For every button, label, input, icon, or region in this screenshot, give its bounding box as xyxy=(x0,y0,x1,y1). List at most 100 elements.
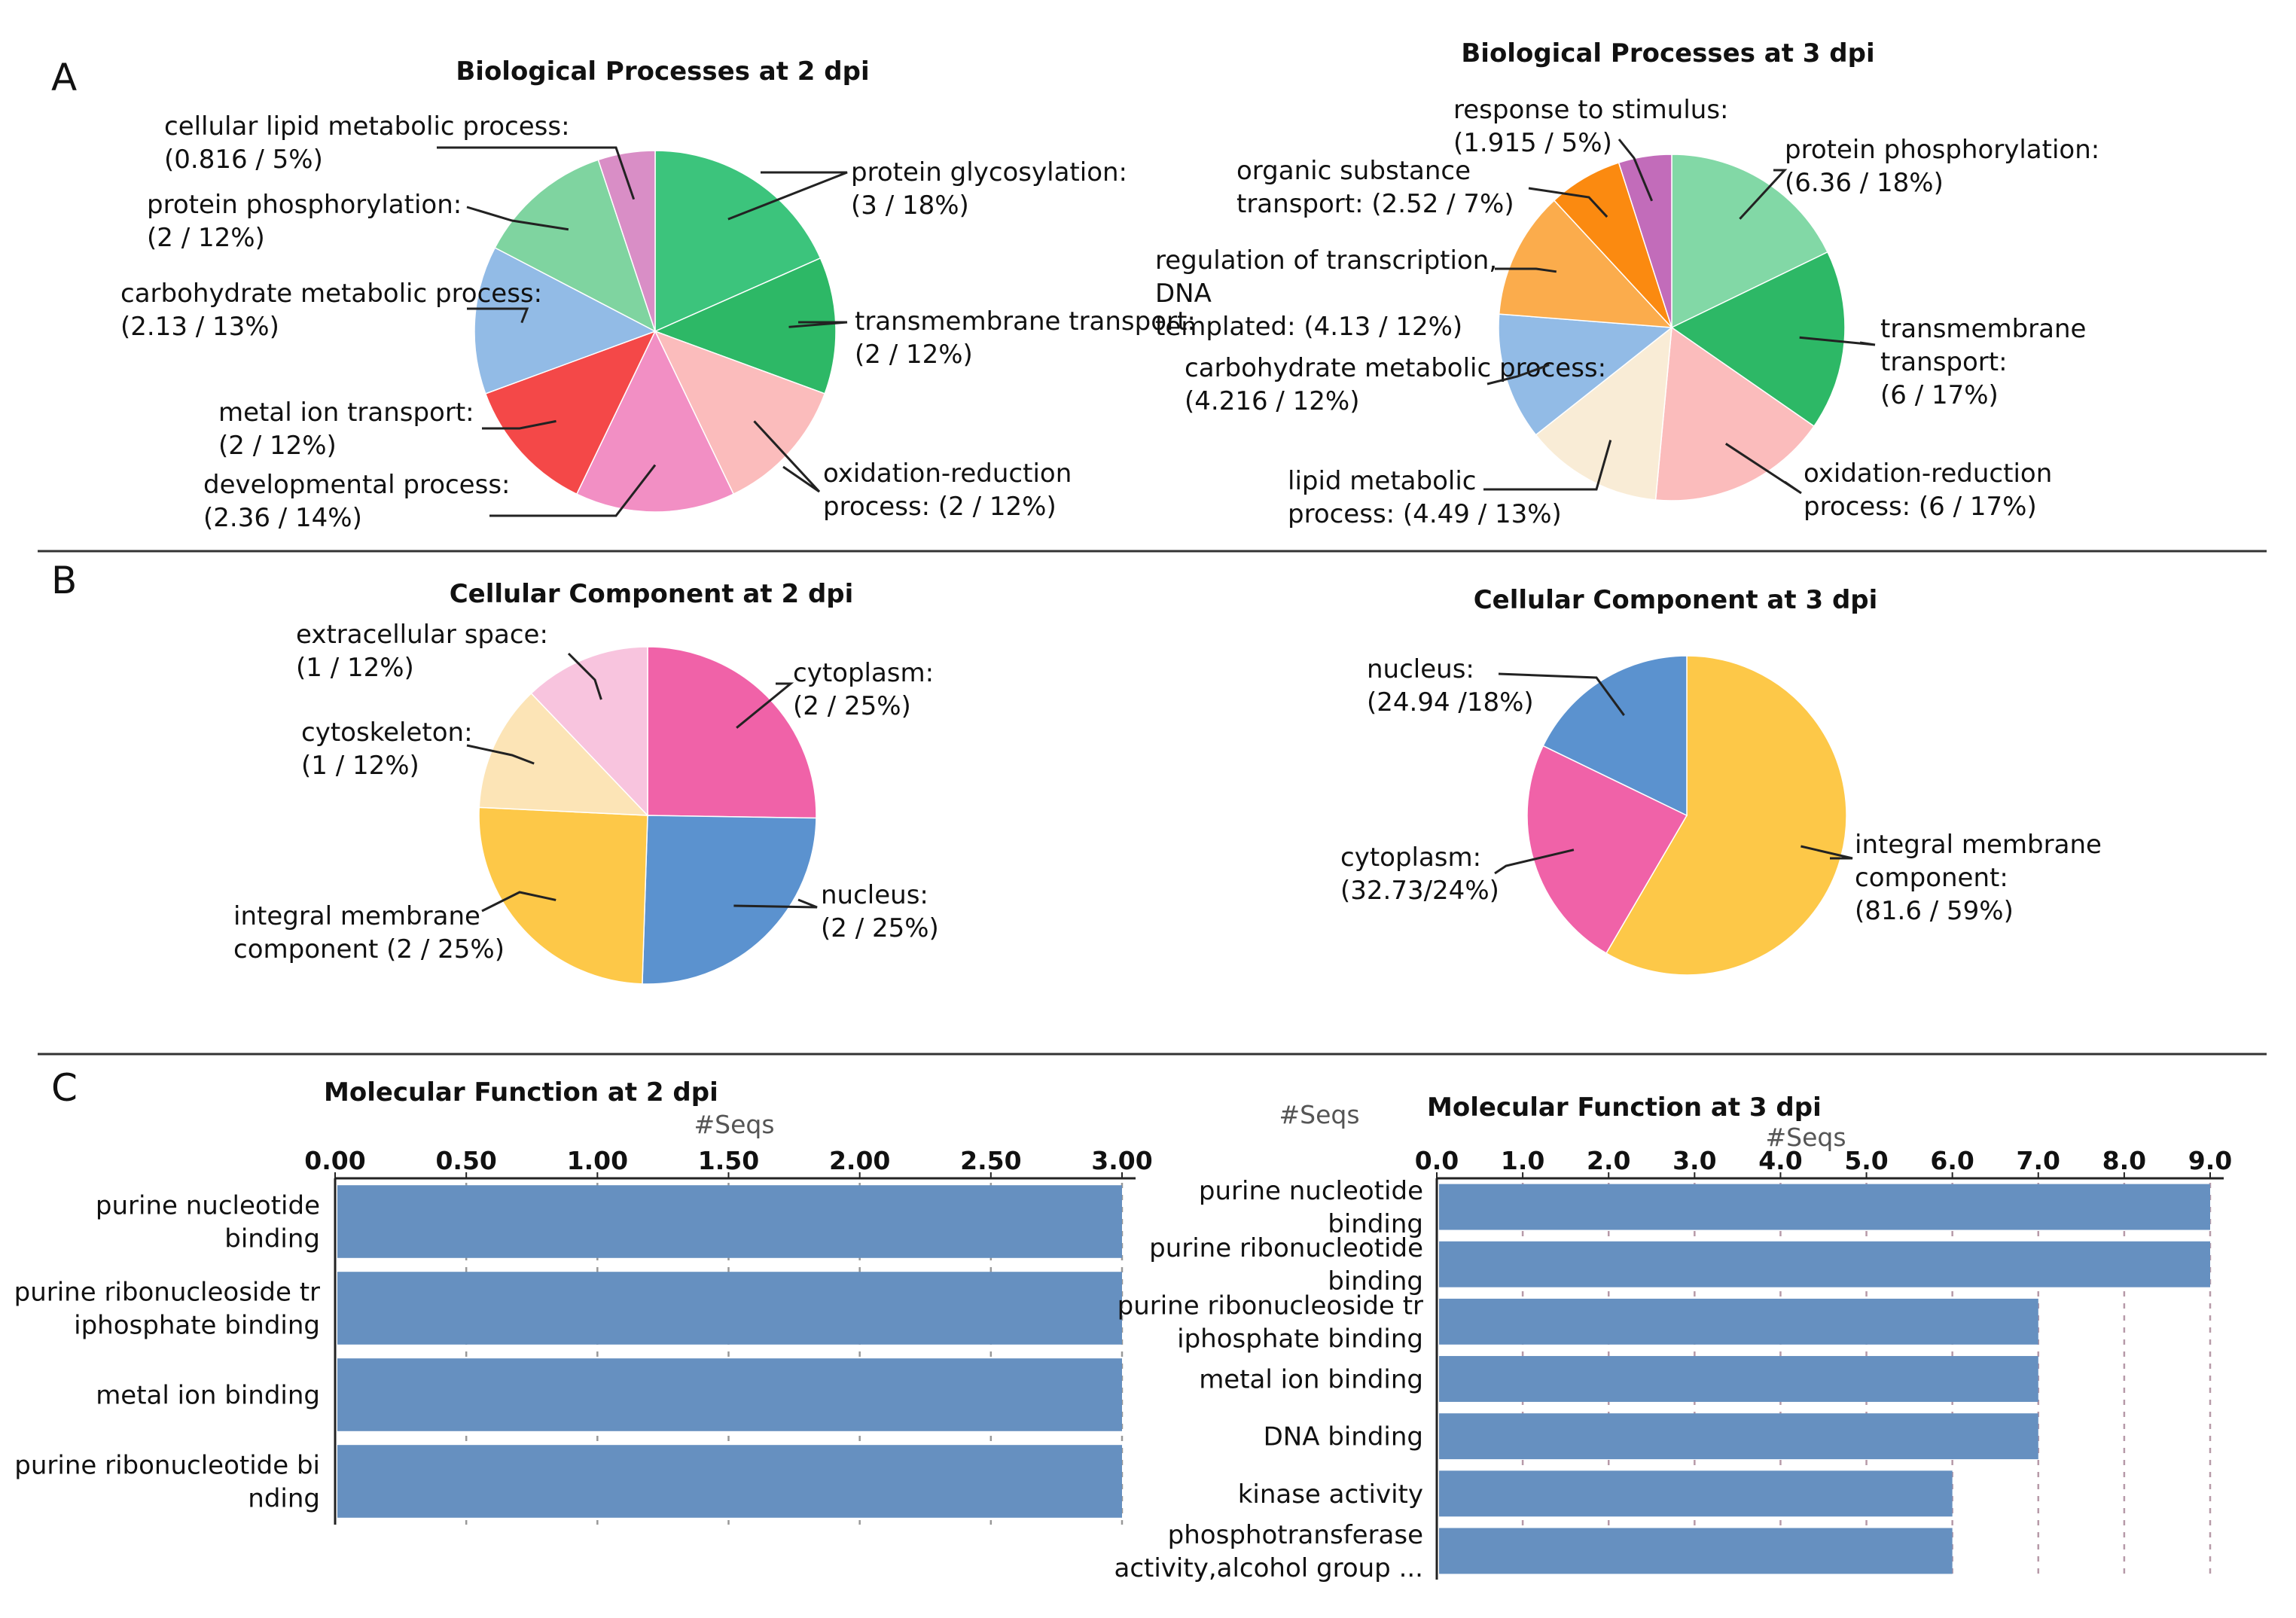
leader-line-bp3-5 xyxy=(1495,267,1557,273)
leader-line-bp2-0 xyxy=(727,171,848,221)
pie-slice-cc2-4 xyxy=(530,646,648,817)
bar-chart-mf3: 0.0 1.0 2.0 3.0 4.0 5.0 6.0 7.0 8.0 9.0 purine nuc… xyxy=(1114,1146,2233,1583)
x-tick-label-mf2-4: 2.00 xyxy=(829,1146,890,1175)
panel-letter-c: C xyxy=(51,1066,78,1110)
x-tick-label-mf3-0: 0.0 xyxy=(1415,1146,1459,1175)
bar-mf2-3 xyxy=(337,1445,1122,1518)
leader-line-cc3-0 xyxy=(1801,845,1853,860)
y-tick-label-mf3-6: phosphotransferase activity,alcohol group… xyxy=(1114,1520,1424,1583)
slice-label-bp2-7: cellular lipid metabolic process: (0.816 … xyxy=(164,111,570,175)
x-tick-label-mf2-3: 1.50 xyxy=(698,1146,759,1175)
panel-letter-b: B xyxy=(51,559,77,602)
slice-label-bp3-5: regulation of transcription, DNA templated… xyxy=(1155,245,1497,342)
slice-label-cc3-1: cytoplasm: (32.73/24%) xyxy=(1340,843,1499,906)
leader-line-cc2-3 xyxy=(466,744,535,765)
leader-line-bp2-1 xyxy=(788,321,848,328)
x-tick-label-mf3-1: 1.0 xyxy=(1501,1146,1544,1175)
leader-line-bp2-3 xyxy=(489,464,657,517)
slice-label-bp3-2: oxidation-reduction process: (6 / 17%) xyxy=(1804,459,2052,522)
y-tick-label-mf2-2: metal ion binding xyxy=(96,1381,320,1411)
leader-line-bp3-2 xyxy=(1724,443,1802,495)
pie-slice-bp3-0 xyxy=(1671,154,1829,329)
y-tick-label-mf3-4: DNA binding xyxy=(1264,1422,1423,1452)
bar-mf3-2 xyxy=(1439,1298,2038,1345)
leader-line-cc2-4 xyxy=(567,652,602,700)
x-axis-label-mf2: #Seqs xyxy=(694,1110,774,1139)
pie-slice-bp2-0 xyxy=(654,150,822,333)
slice-label-bp3-6: organic substance transport: (2.52 / 7%) xyxy=(1236,156,1514,219)
chart-title-mf2: Molecular Function at 2 dpi xyxy=(324,1077,718,1108)
bar-mf3-1 xyxy=(1439,1241,2210,1287)
bar-mf3-6 xyxy=(1439,1528,1953,1574)
y-tick-label-mf2-1: purine ribonucleoside tr iphosphate bindi… xyxy=(14,1278,320,1341)
slice-label-cc3-0: integral membrane component: (81.6 / 59%) xyxy=(1855,830,2102,926)
pie-slice-bp2-5 xyxy=(474,246,657,395)
y-tick-label-mf3-1: purine ribonucleotide binding xyxy=(1149,1233,1423,1297)
x-tick-label-mf2-0: 0.00 xyxy=(304,1146,365,1175)
leader-line-cc3-2 xyxy=(1498,672,1625,716)
slice-label-cc2-2: integral membrane component (2 / 25%) xyxy=(233,901,505,964)
x-tick-label-mf3-9: 9.0 xyxy=(2188,1146,2232,1175)
slice-label-cc2-3: cytoskeleton: (1 / 12%) xyxy=(301,718,473,781)
x-tick-label-mf3-5: 5.0 xyxy=(1844,1146,1888,1175)
extra-axis-label-mf3: #Seqs xyxy=(1279,1100,1359,1129)
bar-mf2-1 xyxy=(337,1272,1122,1345)
leader-line-bp3-0 xyxy=(1739,169,1788,220)
slice-label-bp2-3: developmental process: (2.36 / 14%) xyxy=(203,470,511,533)
pie-slice-bp3-7 xyxy=(1618,154,1672,328)
pie-slice-cc3-1 xyxy=(1526,745,1688,955)
pie-slice-bp3-2 xyxy=(1654,326,1816,501)
y-tick-label-mf3-2: purine ribonucleoside tr iphosphate bindi… xyxy=(1118,1290,1423,1354)
pie-slice-cc3-2 xyxy=(1542,655,1688,817)
bar-mf3-5 xyxy=(1439,1470,1953,1517)
bar-mf2-0 xyxy=(337,1185,1122,1258)
leader-line-cc2-1 xyxy=(733,898,818,909)
pie-slice-bp2-6 xyxy=(494,159,657,333)
pie-chart-cc3 xyxy=(1526,655,1847,976)
leader-line-bp3-1 xyxy=(1799,336,1876,346)
slice-label-cc3-2: nucleus: (24.94 /18%) xyxy=(1367,654,1534,718)
leader-line-cc2-2 xyxy=(481,891,556,913)
slice-label-cc2-4: extracellular space: (1 / 12%) xyxy=(296,620,548,683)
leader-line-bp3-6 xyxy=(1528,187,1608,218)
x-tick-label-mf2-2: 1.00 xyxy=(567,1146,628,1175)
slice-label-bp2-1: transmembrane transport: (2 / 12%) xyxy=(855,306,1196,370)
leader-line-cc2-0 xyxy=(736,682,794,729)
pie-slice-bp2-7 xyxy=(597,150,656,332)
bar-chart-mf2: 0.00 0.50 1.00 1.50 2.00 2.50 3.00 purine nucle… xyxy=(14,1146,1153,1525)
leader-line-cc3-1 xyxy=(1494,849,1575,875)
slice-labels: protein glycosylation: (3 / 18%) transmemb… xyxy=(120,95,2102,964)
slice-label-bp2-2: oxidation-reduction process: (2 / 12%) xyxy=(823,459,1072,522)
pie-slice-cc3-0 xyxy=(1605,655,1847,976)
pie-slice-bp3-4 xyxy=(1498,313,1673,436)
slice-label-bp3-4: carbohydrate metabolic process: (4.216 / … xyxy=(1185,353,1606,416)
slice-label-bp2-4: metal ion transport: (2 / 12%) xyxy=(218,398,474,461)
leader-line-bp2-5 xyxy=(467,307,529,324)
pie-slice-cc2-0 xyxy=(647,646,817,819)
leader-line-bp3-4 xyxy=(1486,364,1550,385)
y-tick-label-mf2-0: purine nucleotide binding xyxy=(96,1191,320,1254)
x-axis-label-mf3: #Seqs xyxy=(1765,1123,1846,1152)
y-tick-label-mf2-3: purine ribonucleotide bi nding xyxy=(14,1451,320,1514)
slice-label-bp3-1: transmembrane transport: (6 / 17%) xyxy=(1880,314,2086,410)
x-tick-label-mf3-8: 8.0 xyxy=(2102,1146,2146,1175)
slice-label-bp2-5: carbohydrate metabolic process: (2.13 / 1… xyxy=(120,279,542,342)
slice-label-bp2-6: protein phosphorylation: (2 / 12%) xyxy=(147,190,462,253)
pie-slice-bp3-5 xyxy=(1498,200,1673,328)
y-tick-label-mf3-5: kinase activity xyxy=(1238,1479,1423,1510)
x-tick-label-mf2-6: 3.00 xyxy=(1091,1146,1152,1175)
slice-label-bp3-0: protein phosphorylation: (6.36 / 18%) xyxy=(1785,135,2099,198)
x-tick-label-mf3-2: 2.0 xyxy=(1587,1146,1630,1175)
leader-line-bp3-7 xyxy=(1618,139,1654,202)
x-tick-label-mf3-6: 6.0 xyxy=(1930,1146,1974,1175)
pie-slice-bp2-4 xyxy=(484,330,657,495)
y-tick-label-mf3-3: metal ion binding xyxy=(1199,1365,1423,1395)
x-tick-label-mf2-1: 0.50 xyxy=(435,1146,496,1175)
leader-line-bp2-7 xyxy=(437,146,636,200)
pie-chart-cc2 xyxy=(478,646,817,985)
pie-slice-bp2-2 xyxy=(654,330,826,495)
leader-line-bp2-4 xyxy=(482,419,556,430)
x-tick-label-mf3-4: 4.0 xyxy=(1758,1146,1802,1175)
chart-title-bp3: Biological Processes at 3 dpi xyxy=(1461,38,1874,69)
